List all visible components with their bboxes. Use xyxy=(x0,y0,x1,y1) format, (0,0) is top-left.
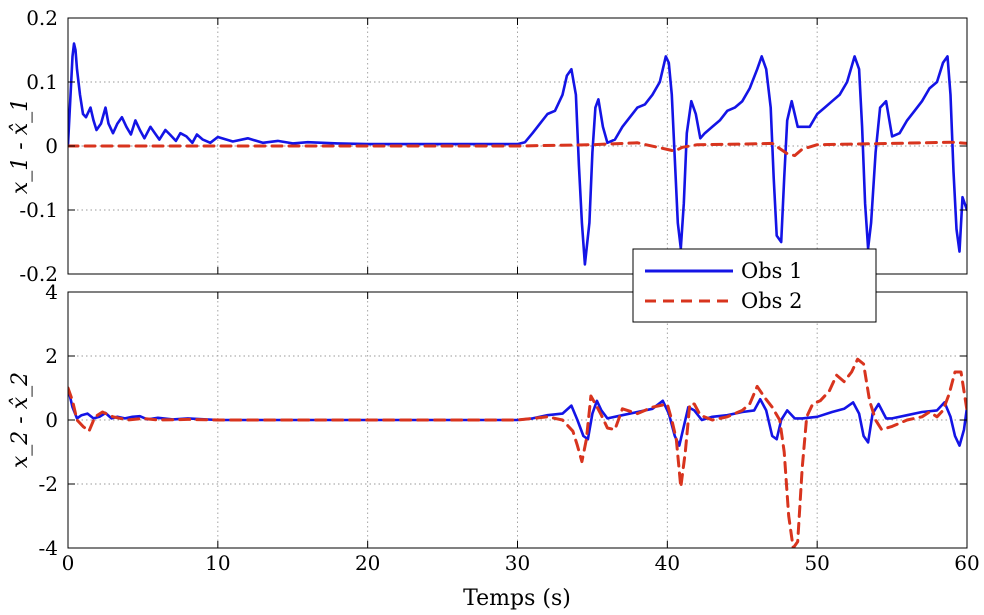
top-subplot: -0.2 -0.1 0 0.1 0.2 x_1 - x̂_1 xyxy=(8,6,968,286)
x-tick-label: 20 xyxy=(355,551,380,575)
legend: Obs 1 Obs 2 xyxy=(632,248,877,323)
series-line-obs2 xyxy=(68,140,967,158)
legend-box xyxy=(632,248,877,323)
y-tick-label: -0.2 xyxy=(19,262,58,286)
x-axis-label: Temps (s) xyxy=(463,586,571,611)
y-tick-label: -4 xyxy=(39,536,58,560)
y-tick-label: -0.1 xyxy=(19,198,58,222)
y-axis-label: x_1 - x̂_1 xyxy=(8,98,33,194)
x-tick-label: 50 xyxy=(804,551,829,575)
y-tick-label: -2 xyxy=(39,472,58,496)
y-tick-label: 0 xyxy=(45,134,58,158)
y-tick-label: 2 xyxy=(45,344,58,368)
series-line-obs1 xyxy=(68,42,967,266)
x-tick-label: 10 xyxy=(205,551,230,575)
x-tick-label: 60 xyxy=(954,551,979,575)
bottom-subplot: 0 10 20 30 40 50 60 -4 -2 0 2 4 x_2 - x̂_2 xyxy=(8,280,980,575)
x-tick-label: 0 xyxy=(62,551,75,575)
y-tick-label: 4 xyxy=(45,280,58,304)
series-line-obs2 xyxy=(68,357,967,548)
legend-label-obs1: Obs 1 xyxy=(741,259,802,283)
y-axis-label: x_2 - x̂_2 xyxy=(8,372,33,468)
y-tick-label: 0.2 xyxy=(26,6,58,30)
y-tick-label: 0 xyxy=(45,408,58,432)
y-tick-label: 0.1 xyxy=(26,70,58,94)
legend-label-obs2: Obs 2 xyxy=(741,289,802,313)
x-tick-label: 40 xyxy=(655,551,680,575)
x-tick-label: 30 xyxy=(505,551,530,575)
